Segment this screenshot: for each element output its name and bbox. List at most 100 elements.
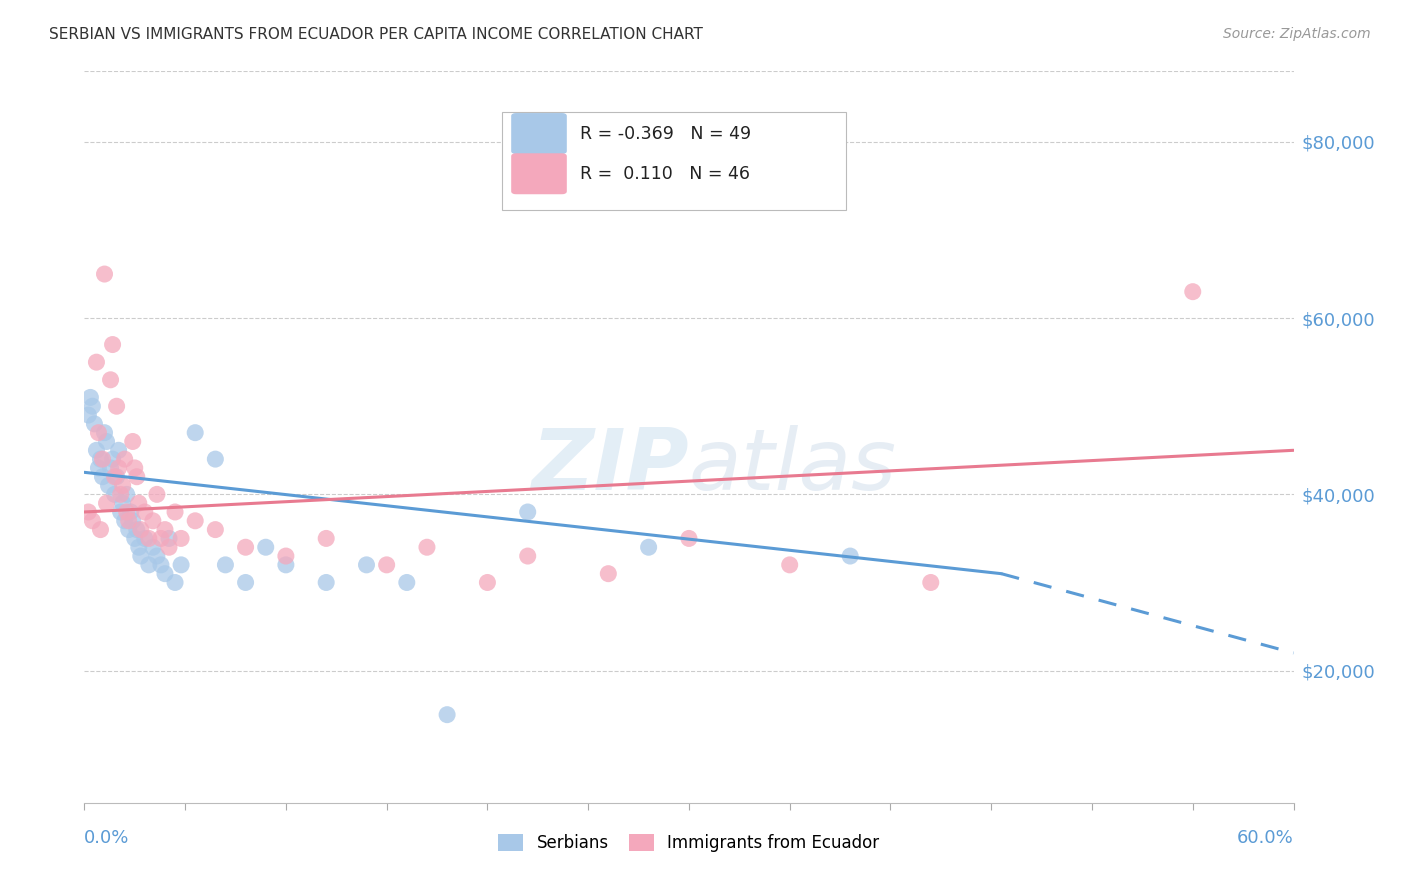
Point [134,532,156,546]
Point [87,425,110,440]
Point [118,523,141,537]
Point [149,532,172,546]
Point [142,540,165,554]
Y-axis label: Per Capita Income: Per Capita Income [0,367,7,508]
Point [274,558,297,572]
Point [118,514,141,528]
FancyBboxPatch shape [502,112,846,211]
Point [82,399,104,413]
Point [77,408,100,422]
Point [86,443,108,458]
Point [375,558,398,572]
Point [79,391,101,405]
Point [477,575,499,590]
Point [107,443,129,458]
Point [920,575,942,590]
Point [115,505,138,519]
Point [165,575,187,590]
Text: R = -0.369   N = 49: R = -0.369 N = 49 [581,125,751,143]
Point [87,461,110,475]
Text: 60.0%: 60.0% [1237,829,1294,847]
Text: ZIP: ZIP [531,425,689,508]
Point [128,540,150,554]
Point [97,478,120,492]
Point [149,558,172,572]
Point [204,523,226,537]
Point [121,514,143,528]
Point [104,487,127,501]
Point [184,425,207,440]
Point [105,399,128,413]
Point [138,532,160,546]
Point [128,496,150,510]
Point [274,549,297,563]
Point [165,505,187,519]
Point [235,540,257,554]
Point [107,461,129,475]
Point [114,452,136,467]
Point [157,532,180,546]
Text: atlas: atlas [689,425,897,508]
Point [114,514,136,528]
Point [134,505,156,519]
Point [125,469,148,483]
Point [779,558,801,572]
Point [93,425,115,440]
Point [101,452,124,467]
Point [77,505,100,519]
Point [214,558,236,572]
Point [153,566,176,581]
Point [637,540,659,554]
Point [146,549,169,563]
Point [516,505,538,519]
Point [235,575,257,590]
Text: Source: ZipAtlas.com: Source: ZipAtlas.com [1223,27,1371,41]
Point [89,452,111,467]
Point [142,514,165,528]
Point [315,532,337,546]
Point [89,523,111,537]
Point [86,355,108,369]
Point [120,505,142,519]
Point [395,575,418,590]
Point [104,469,127,483]
Point [129,549,152,563]
Point [598,566,620,581]
Point [254,540,277,554]
Point [153,523,176,537]
Point [124,532,146,546]
Legend: Serbians, Immigrants from Ecuador: Serbians, Immigrants from Ecuador [491,825,887,860]
Point [184,514,207,528]
Point [436,707,458,722]
Point [91,452,114,467]
Point [105,469,128,483]
Point [416,540,439,554]
Point [146,487,169,501]
Point [96,496,118,510]
Text: R =  0.110   N = 46: R = 0.110 N = 46 [581,165,751,183]
Point [93,267,115,281]
Point [121,434,143,449]
Point [100,373,122,387]
Point [315,575,337,590]
Point [82,514,104,528]
Point [125,523,148,537]
FancyBboxPatch shape [512,113,567,154]
Point [124,461,146,475]
Point [83,417,105,431]
Point [839,549,862,563]
Point [678,532,700,546]
Point [516,549,538,563]
Point [129,523,152,537]
Point [157,540,180,554]
Point [111,478,134,492]
Point [111,496,134,510]
Point [204,452,226,467]
Point [110,487,132,501]
Point [170,558,193,572]
Point [170,532,193,546]
Point [356,558,378,572]
Point [101,337,124,351]
Text: SERBIAN VS IMMIGRANTS FROM ECUADOR PER CAPITA INCOME CORRELATION CHART: SERBIAN VS IMMIGRANTS FROM ECUADOR PER C… [49,27,703,42]
Point [96,434,118,449]
